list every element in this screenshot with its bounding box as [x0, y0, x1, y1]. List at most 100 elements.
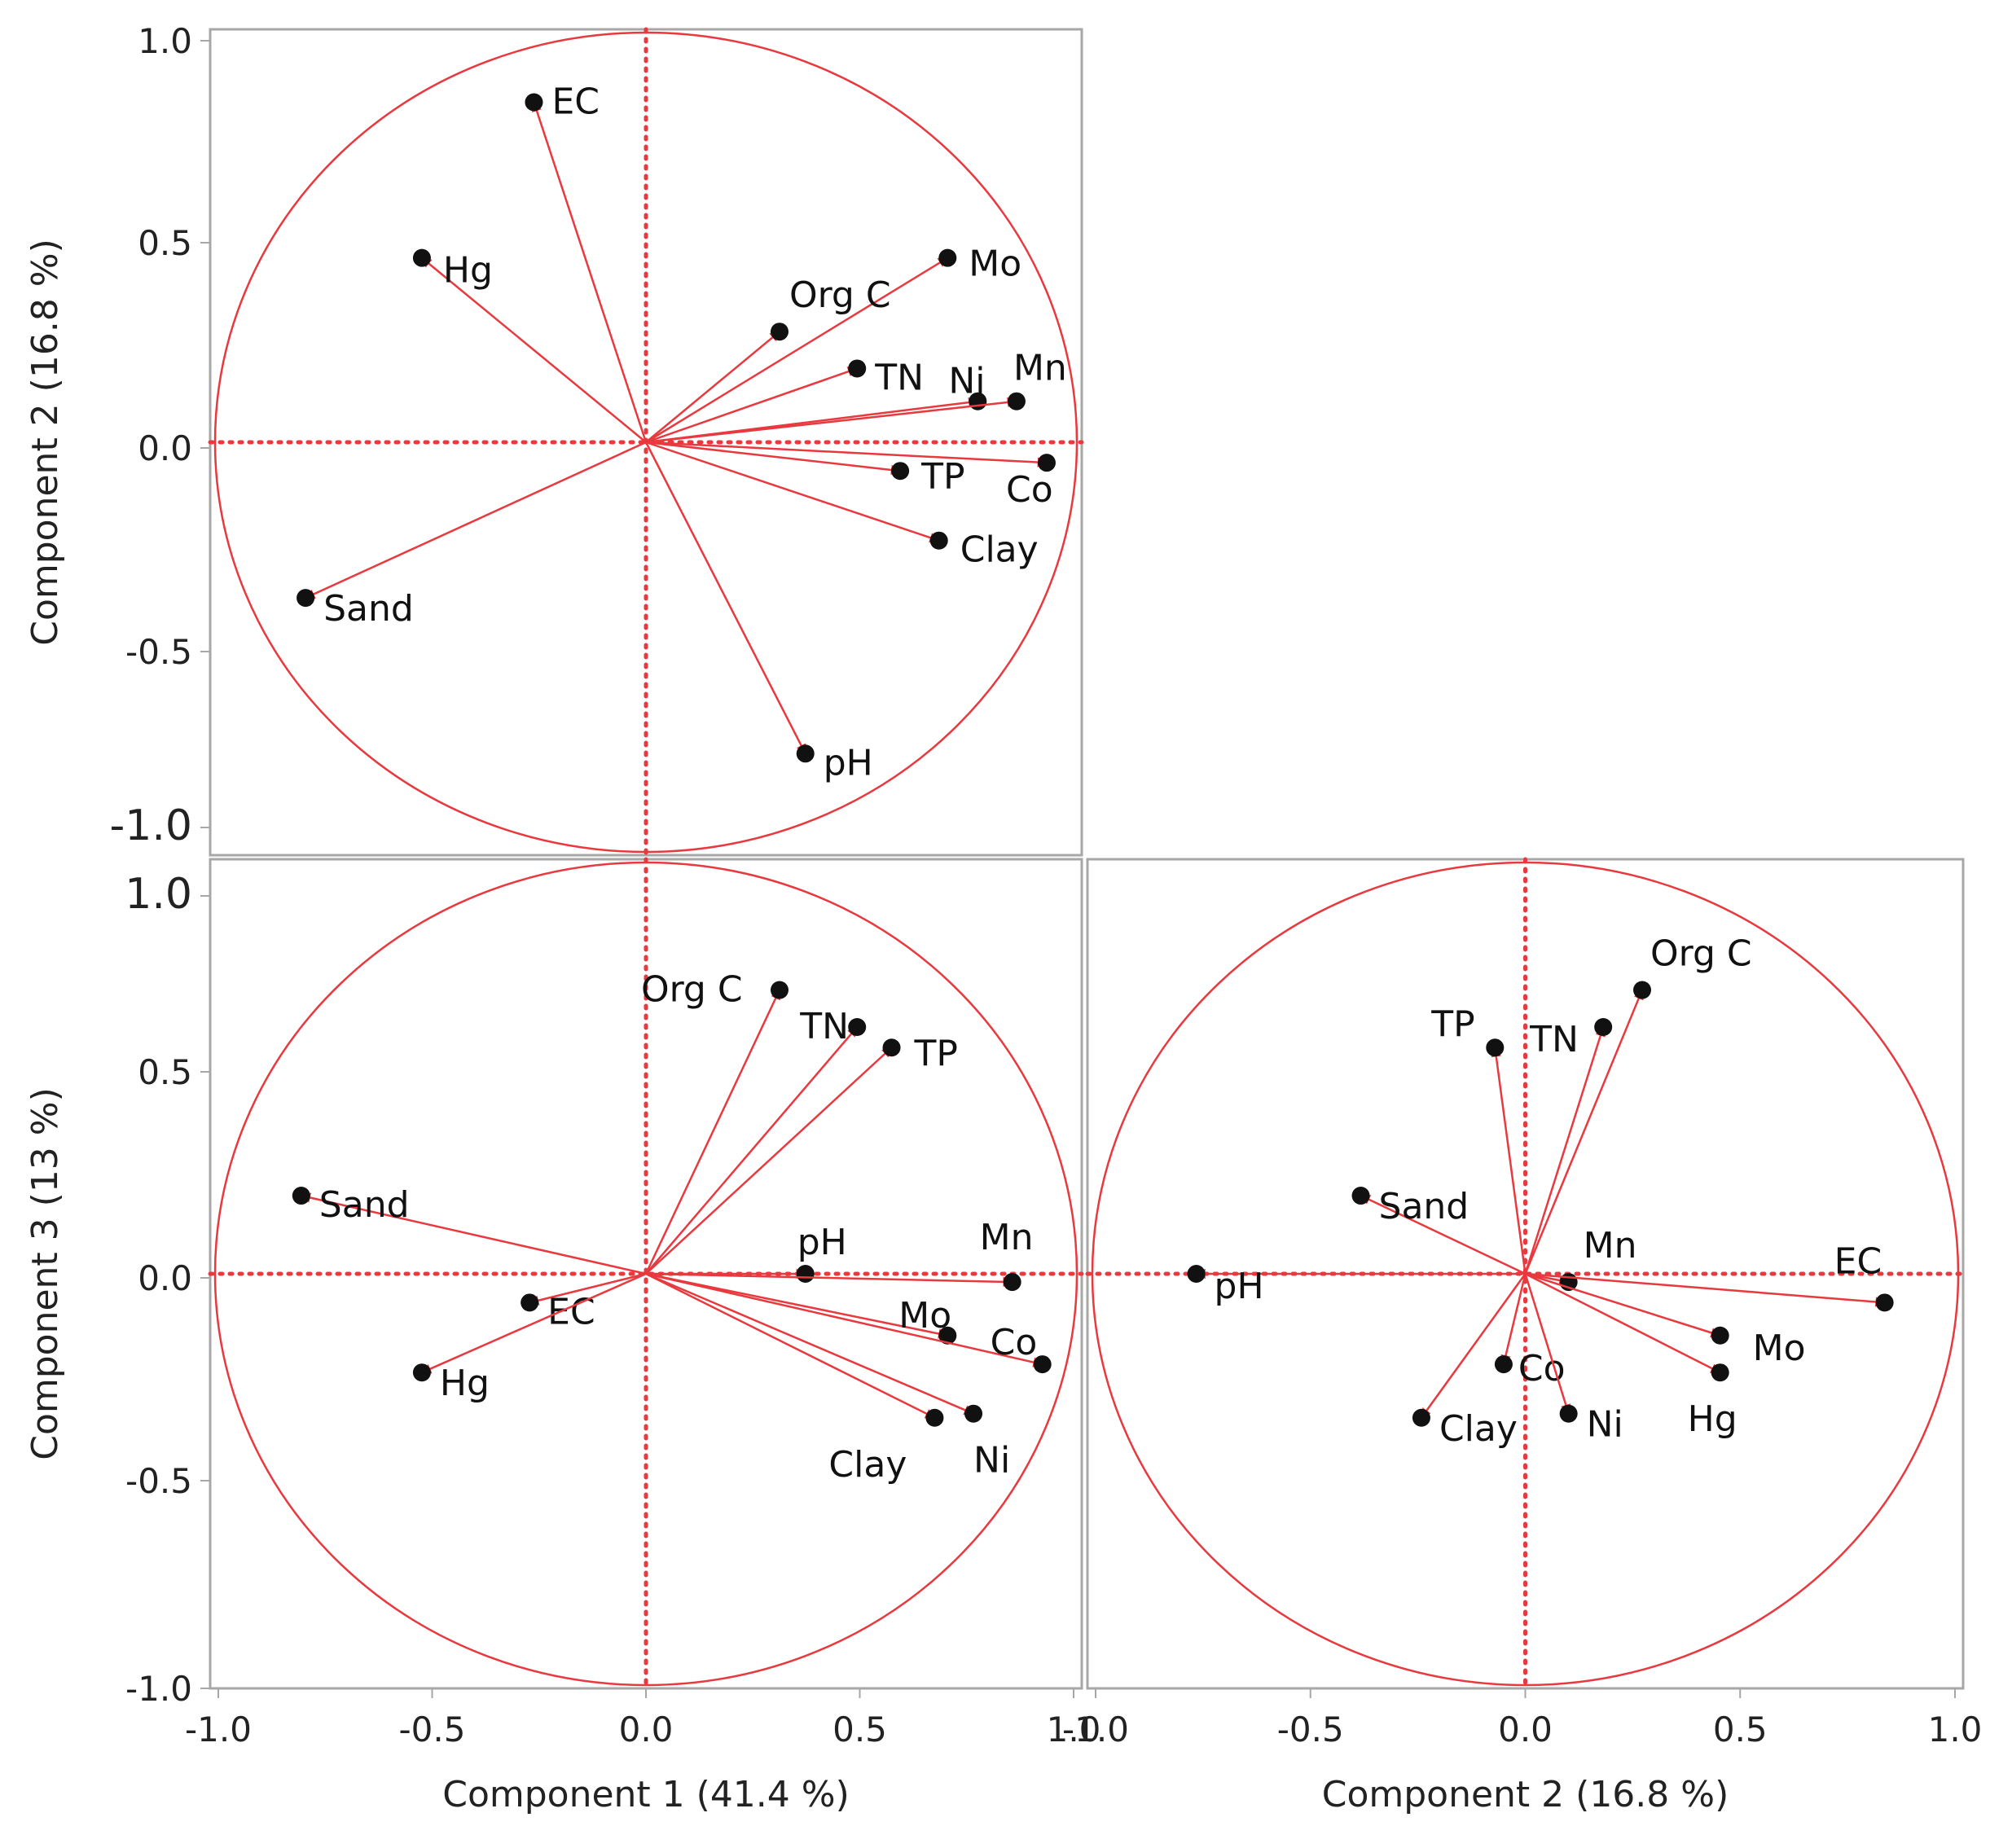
loading-point-co [1494, 1355, 1513, 1374]
x-tick-label: -0.5 [399, 1710, 466, 1749]
loading-point-sand [297, 589, 315, 608]
y-tick-label: -0.5 [125, 1461, 192, 1501]
x-tick-label: -1.0 [185, 1710, 252, 1749]
point-label-ph: pH [824, 742, 873, 784]
point-label-ph: pH [1215, 1266, 1264, 1307]
loading-arrow-ni [1524, 1273, 1571, 1415]
x-tick-label: 0.0 [1498, 1710, 1553, 1749]
y-tick-label: 0.5 [138, 1052, 192, 1092]
loading-point-sand [1351, 1187, 1370, 1205]
y-tick-label: 0.0 [138, 1258, 192, 1298]
point-label-hg: Hg [440, 1363, 490, 1404]
loading-arrow-mn [645, 1272, 1013, 1288]
point-label-ec: EC [547, 1291, 595, 1332]
loading-arrow-sand [300, 1192, 647, 1275]
point-label-clay: Clay [1439, 1408, 1518, 1450]
loading-arrow-ni [645, 1272, 975, 1416]
loading-point-ni [1559, 1404, 1578, 1423]
loading-arrow-sand [304, 441, 647, 599]
loading-point-co [1033, 1355, 1052, 1374]
point-label-ec: EC [1834, 1240, 1882, 1282]
loading-point-mn [1003, 1273, 1021, 1292]
loading-arrow-hg [1524, 1272, 1721, 1374]
loading-arrow-clay [1420, 1273, 1527, 1419]
plot-p12: 1.0 0.5 0.0 -0.5 -1.0 Component 2 (16.8 %) EC H… [24, 21, 1084, 858]
loading-point-clay [925, 1408, 944, 1427]
y-axis-title: Component 3 (13 %) [24, 1087, 66, 1460]
point-label-org-c: Org C [789, 274, 891, 316]
point-label-org-c: Org C [1650, 933, 1752, 975]
point-label-sand: Sand [1379, 1186, 1469, 1227]
plot-p23: -1.0 -0.5 0.0 0.5 1.0 Component 2 (16.8 %) Org… [1062, 857, 1983, 1815]
point-label-mn: Mn [1013, 348, 1067, 389]
point-label-sand: Sand [319, 1184, 410, 1226]
x-tick-label: 1.0 [1047, 1710, 1101, 1749]
loading-point-co [1037, 454, 1056, 472]
x-tick-label: 0.5 [1713, 1710, 1768, 1749]
point-label-ni: Ni [948, 361, 985, 402]
loading-arrow-co [645, 1272, 1043, 1367]
loading-point-hg [1711, 1363, 1729, 1382]
loading-arrow-tn [645, 1026, 859, 1275]
loading-point-ec [521, 1293, 539, 1312]
x-tick-label: -1.0 [1062, 1710, 1129, 1749]
loading-point-tp [1486, 1038, 1505, 1057]
point-label-ni: Ni [1587, 1404, 1623, 1446]
loading-arrow-org-c [644, 989, 781, 1275]
loading-point-tn [848, 359, 867, 378]
loading-arrow-mo [1525, 1272, 1721, 1338]
loading-point-mo [938, 1326, 957, 1345]
loading-arrow-hg [420, 1272, 647, 1374]
loading-arrow-co [1500, 1273, 1527, 1366]
loading-point-tp [882, 1038, 901, 1057]
loading-point-mo [938, 248, 957, 267]
point-label-hg: Hg [443, 250, 493, 292]
loading-point-mo [1711, 1326, 1729, 1345]
y-tick-label: 1.0 [125, 870, 192, 919]
x-tick-label: 0.0 [619, 1710, 674, 1749]
loading-arrow-tp [1491, 1047, 1527, 1275]
loading-arrow-org-c [645, 331, 780, 443]
loading-point-ec [525, 93, 543, 112]
loading-arrow-co [645, 441, 1048, 467]
point-label-mo: Mo [969, 244, 1021, 285]
loading-point-ni [964, 1404, 983, 1423]
loading-point-org-c [770, 981, 789, 999]
loading-point-hg [412, 1363, 431, 1382]
point-label-ni: Ni [973, 1440, 1010, 1481]
loading-point-sand [292, 1187, 310, 1205]
loading-point-ec [1875, 1293, 1894, 1312]
loading-arrow-ec [1525, 1272, 1886, 1307]
loading-point-clay [929, 531, 948, 550]
loading-point-tn [1594, 1018, 1613, 1036]
loading-arrow-sand [1360, 1194, 1527, 1275]
y-tick-label: -1.0 [110, 801, 192, 850]
point-label-ec: EC [551, 81, 600, 123]
loading-arrow-mo [645, 1272, 949, 1339]
x-axis-title: Component 1 (41.4 %) [442, 1774, 850, 1815]
loading-point-clay [1412, 1408, 1430, 1427]
point-label-tp: TP [914, 1033, 958, 1074]
point-label-mn: Mn [1584, 1225, 1637, 1266]
point-label-mo: Mo [898, 1295, 951, 1337]
point-label-tn: TN [799, 1006, 849, 1047]
x-tick-label: 0.5 [832, 1710, 887, 1749]
point-label-clay: Clay [960, 529, 1039, 571]
y-tick-label: -0.5 [125, 632, 192, 672]
loading-point-ph [796, 1265, 815, 1283]
loading-arrow-tn [645, 367, 859, 444]
loading-arrow-clay [645, 441, 940, 543]
point-label-tn: TN [1529, 1019, 1579, 1060]
x-tick-label: 1.0 [1928, 1710, 1983, 1749]
point-label-tn: TN [874, 357, 924, 398]
loading-point-ph [796, 744, 815, 763]
loading-arrow-ph [644, 441, 806, 755]
point-label-co: Co [1518, 1348, 1566, 1389]
loading-point-ph [1187, 1265, 1206, 1283]
point-label-clay: Clay [828, 1444, 907, 1486]
x-axis-title: Component 2 (16.8 %) [1322, 1774, 1729, 1815]
loading-arrow-ec [532, 101, 648, 443]
y-tick-label: 1.0 [138, 21, 192, 61]
point-label-ph: pH [797, 1222, 847, 1263]
